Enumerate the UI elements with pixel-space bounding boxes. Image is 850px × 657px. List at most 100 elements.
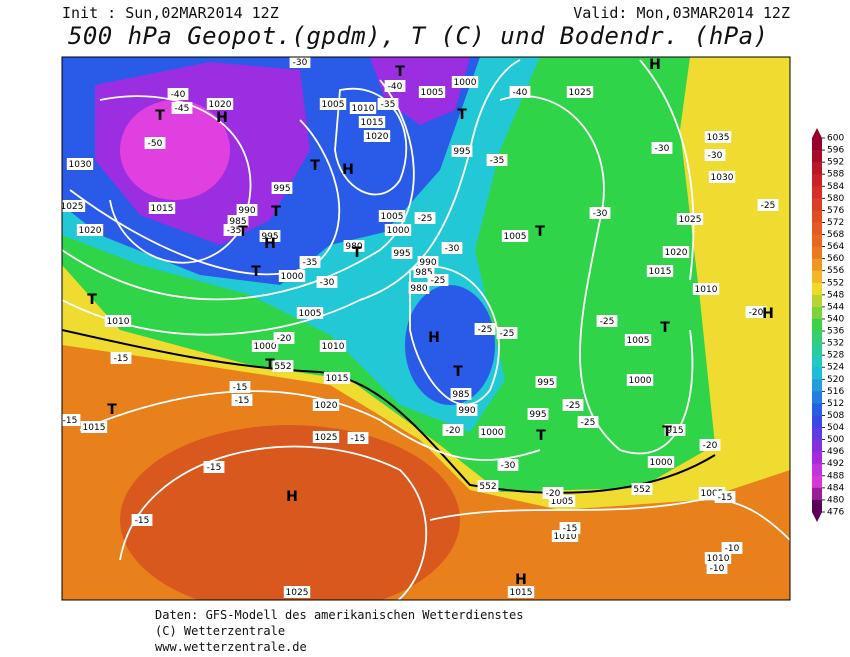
pressure-center: T: [662, 424, 672, 440]
map-labels: 1000 1005 1005 1010 1015 1020 1020 1030 1015 1025…: [62, 57, 779, 598]
temperature-label-box: [596, 315, 618, 327]
pressure-label: 1025: [569, 88, 592, 98]
legend-swatch: [812, 403, 822, 416]
legend-swatch: [812, 499, 822, 513]
legend-tick-label: 588: [827, 170, 844, 180]
legend-swatch: [812, 282, 822, 296]
pressure-label-box: [692, 283, 720, 295]
temperature-label-box: [745, 306, 767, 318]
pressure-label-box: [62, 200, 86, 212]
pressure-label: 1035: [707, 133, 730, 143]
pressure-label-box: [501, 230, 529, 242]
temperature-label: -35: [490, 156, 505, 166]
legend-tick-label: 584: [827, 182, 844, 192]
pressure-label: 995: [261, 232, 278, 242]
pressure-label-box: [408, 282, 430, 294]
legend-tick-label: 568: [827, 230, 844, 240]
pressure-label: 1020: [366, 132, 389, 142]
temperature-label-box: [167, 88, 189, 100]
temperature-label: -35: [227, 226, 242, 236]
isobars: [62, 59, 790, 600]
legend-swatch: [812, 222, 822, 236]
temperature-label-box: [110, 352, 132, 364]
legend-swatch: [812, 475, 822, 489]
temperature-label-box: [577, 416, 599, 428]
temperature-label: -20: [277, 334, 292, 344]
temperature-label: -10: [725, 544, 740, 554]
pressure-label: 1010: [707, 554, 730, 564]
legend-tick-label: 516: [827, 387, 844, 397]
legend-tick-label: 592: [827, 158, 844, 168]
pressure-label-box: [527, 408, 549, 420]
pressure-label: 1015: [510, 588, 533, 598]
legend-tick-label: 540: [827, 314, 844, 324]
legend-tick-label: 492: [827, 459, 844, 469]
temperature-label-box: [229, 381, 251, 393]
temperature-label-box: [721, 542, 743, 554]
pressure-label: 1000: [454, 78, 477, 88]
pressure-label: 1015: [83, 423, 106, 433]
pressure-label-box: [477, 480, 499, 492]
pressure-label: 552: [479, 482, 496, 492]
pressure-label-box: [259, 230, 281, 242]
legend-swatch: [812, 331, 822, 344]
temperature-label: -30: [708, 151, 723, 161]
pressure-label: 1000: [387, 226, 410, 236]
legend-swatch: [812, 234, 822, 248]
temperature-label: -30: [593, 209, 608, 219]
legend-tick-label: 508: [827, 411, 844, 421]
pressure-center: H: [649, 57, 661, 73]
pressure-label-box: [708, 171, 736, 183]
temperature-label: -40: [513, 88, 528, 98]
legend-tick-label: 524: [827, 363, 844, 373]
pressure-center: T: [660, 320, 670, 336]
temperature-label-box: [441, 242, 463, 254]
map-field: 1000 1005 1005 1010 1015 1020 1020 1030 1015 1025…: [62, 57, 790, 600]
temperature-label-box: [203, 461, 225, 473]
pressure-label-box: [384, 224, 412, 236]
temperature-label-box: [757, 199, 779, 211]
pressure-label-box: [206, 98, 234, 110]
pressure-label: 1005: [421, 88, 444, 98]
pressure-label: 995: [393, 249, 410, 259]
legend-tick-label: 496: [827, 447, 844, 457]
pressure-label: 1020: [209, 100, 232, 110]
footer-line: (C) Wetterzentrale: [155, 624, 285, 638]
pressure-label-box: [104, 315, 132, 327]
pressure-center: T: [107, 402, 117, 418]
pressure-center: H: [286, 489, 298, 505]
pressure-label: 552: [633, 485, 650, 495]
map-title: 500 hPa Geopot.(gpdm), T (C) und Bodendr…: [68, 22, 768, 50]
temperature-label: -35: [303, 258, 318, 268]
temperature-label: -15: [235, 396, 250, 406]
legend-swatch: [812, 439, 822, 453]
pressure-label-box: [662, 246, 690, 258]
temperature-label: -15: [351, 434, 366, 444]
pressure-label: 1005: [551, 497, 574, 507]
pressure-center: H: [264, 236, 276, 252]
pressure-label-box: [631, 483, 653, 495]
temperature-label-box: [714, 491, 736, 503]
pressure-label: 1020: [79, 226, 102, 236]
pressure-label: 1005: [701, 489, 724, 499]
legend-tick-label: 480: [827, 495, 844, 505]
temperature-label-box: [496, 327, 518, 339]
pressure-label-box: [323, 372, 351, 384]
pressure-label-box: [535, 376, 557, 388]
legend-tick-label: 504: [827, 423, 844, 433]
pressure-center: H: [762, 306, 774, 322]
temperature-label: -25: [431, 276, 446, 286]
legend-tick-label: 536: [827, 327, 844, 337]
pressure-label: 1010: [322, 342, 345, 352]
pressure-center: T: [457, 107, 467, 123]
legend-swatch: [812, 463, 822, 477]
legend-tick-label: 532: [827, 339, 844, 349]
legend-arrow: [812, 128, 822, 138]
legend-swatch: [812, 246, 822, 260]
legend-arrow: [812, 512, 822, 522]
temperature-label: -15: [114, 354, 129, 364]
legend-tick-label: 548: [827, 290, 844, 300]
valid-time: Valid: Mon,03MAR2014 12Z: [573, 4, 790, 22]
pressure-label: 1000: [650, 458, 673, 468]
legend-swatch: [812, 318, 822, 332]
